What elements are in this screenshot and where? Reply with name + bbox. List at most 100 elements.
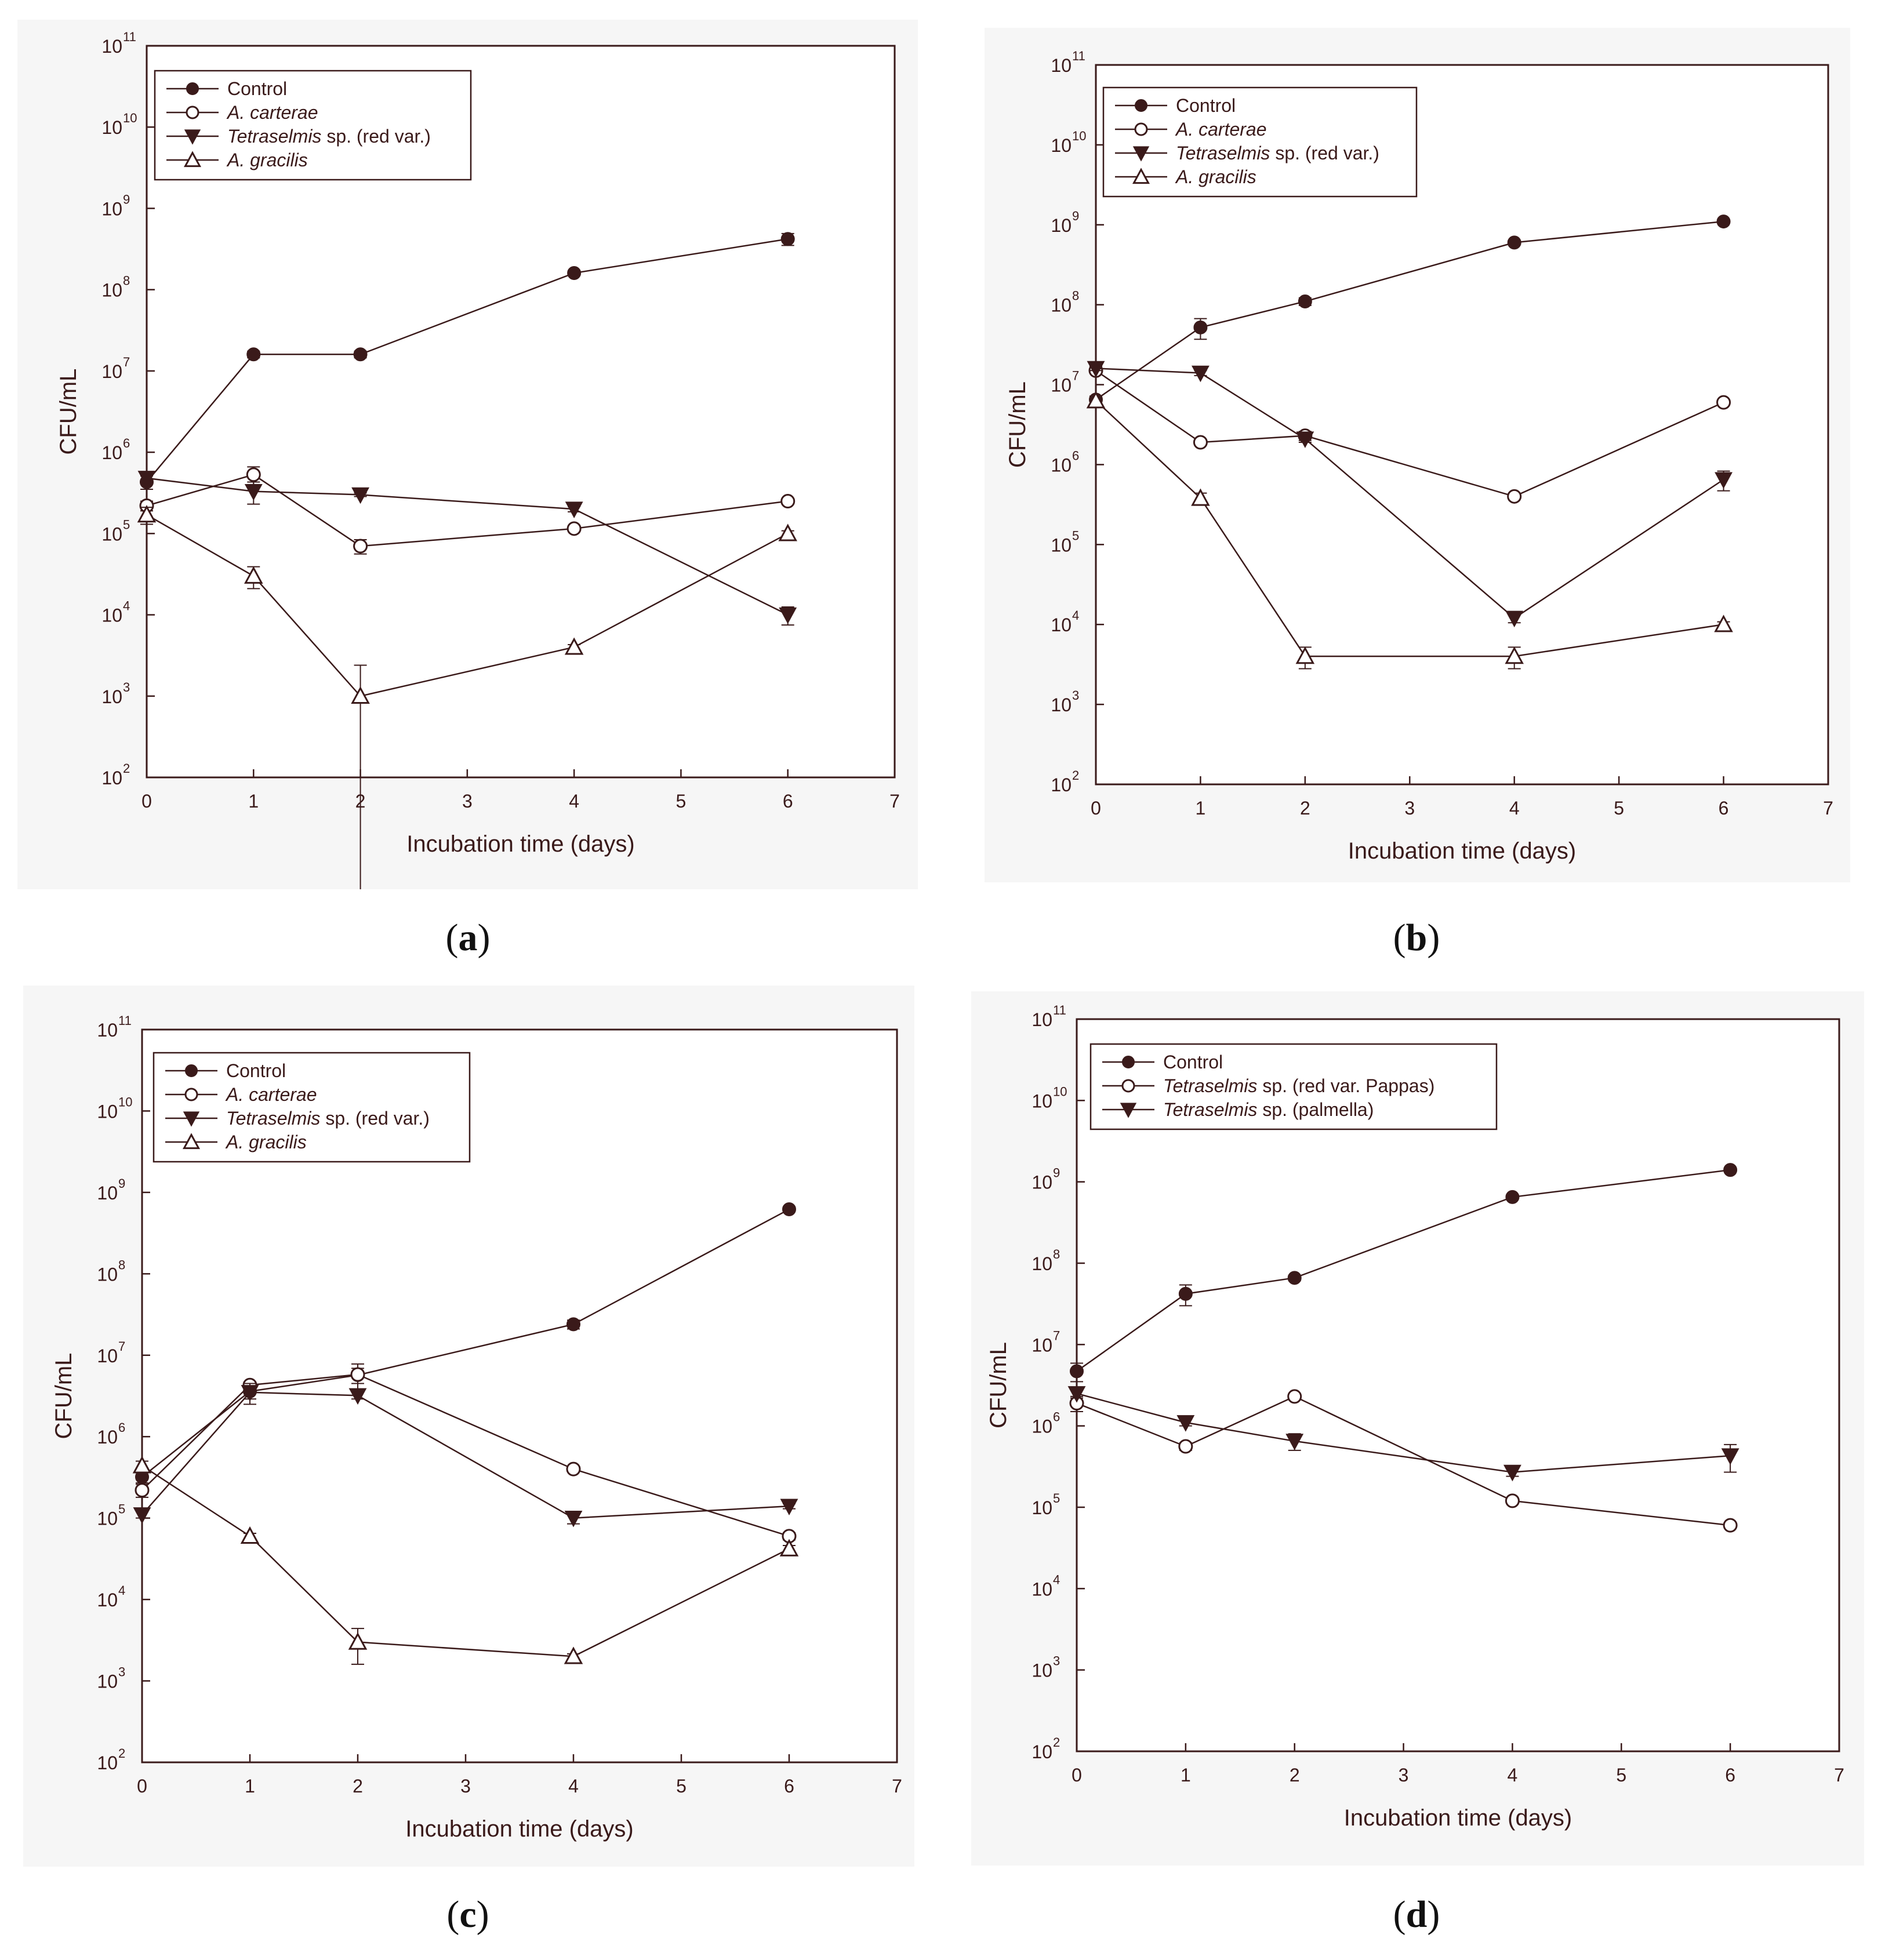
y-tick-exponent: 7 xyxy=(1053,1328,1060,1343)
y-tick-label: 10 xyxy=(1051,614,1072,635)
x-tick-label: 4 xyxy=(1508,1765,1518,1786)
y-tick-exponent: 2 xyxy=(1053,1735,1060,1750)
data-point xyxy=(1714,614,1733,632)
legend-marker xyxy=(1134,122,1148,136)
x-tick-label: 6 xyxy=(783,791,793,812)
series-1 xyxy=(139,466,796,555)
y-tick-label: 10 xyxy=(101,36,122,57)
y-tick-label: 10 xyxy=(101,686,122,707)
y-tick-label: 10 xyxy=(1032,1334,1052,1355)
y-tick-exponent: 6 xyxy=(1072,448,1079,463)
data-point xyxy=(244,566,263,584)
data-point xyxy=(1503,1464,1521,1482)
x-tick-label: 7 xyxy=(1834,1765,1844,1786)
data-point xyxy=(1193,320,1208,334)
x-tick-label: 6 xyxy=(784,1776,794,1797)
data-point xyxy=(353,347,368,362)
data-point xyxy=(137,471,156,488)
legend-label-suffix: sp. (red var.) xyxy=(321,126,431,147)
y-tick-exponent: 4 xyxy=(123,599,130,613)
data-point xyxy=(780,232,795,246)
data-point xyxy=(778,523,797,541)
y-tick-label: 10 xyxy=(1032,1741,1052,1762)
y-tick-label: 10 xyxy=(101,768,122,788)
x-axis-label: Incubation time (days) xyxy=(405,1816,634,1842)
series-0 xyxy=(1070,1163,1738,1383)
legend-label-italic: A. carterae xyxy=(226,102,318,123)
y-tick-exponent: 6 xyxy=(1053,1410,1060,1424)
y-tick-exponent: 4 xyxy=(118,1583,125,1598)
y-tick-label: 10 xyxy=(97,1590,118,1610)
data-point xyxy=(1298,294,1312,308)
data-point xyxy=(1087,361,1105,378)
y-tick-label: 10 xyxy=(97,1101,118,1122)
data-point xyxy=(1715,472,1733,489)
legend-label-italic: A. carterae xyxy=(1175,119,1267,140)
data-point xyxy=(1505,610,1524,628)
data-point xyxy=(1191,488,1210,506)
y-tick-label: 10 xyxy=(1051,774,1072,795)
series-2 xyxy=(133,1383,798,1528)
legend-label: A. carterae xyxy=(226,102,318,123)
y-tick-label: 10 xyxy=(1051,55,1072,76)
x-axis-label: Incubation time (days) xyxy=(1348,838,1577,864)
legend-marker xyxy=(186,106,199,119)
y-tick-label: 10 xyxy=(1032,1253,1052,1274)
y-tick-label: 10 xyxy=(97,1183,118,1203)
caption-d: (d) xyxy=(1393,1893,1440,1936)
legend-label-italic: Tetraselmis xyxy=(227,126,321,147)
data-point xyxy=(244,483,263,501)
legend-box xyxy=(1089,1043,1498,1130)
x-tick-label: 1 xyxy=(248,791,259,812)
x-tick-label: 7 xyxy=(889,791,900,812)
x-tick-label: 1 xyxy=(1181,1765,1191,1786)
y-tick-exponent: 10 xyxy=(123,111,137,125)
legend-marker xyxy=(1132,146,1150,162)
data-point xyxy=(1070,1364,1084,1379)
legend-marker xyxy=(182,1133,201,1150)
y-tick-label: 10 xyxy=(1051,135,1072,156)
data-point xyxy=(1507,235,1521,250)
data-point xyxy=(135,1483,150,1498)
legend-label-italic: A. gracilis xyxy=(225,1132,307,1152)
y-tick-label: 10 xyxy=(1032,1009,1052,1030)
y-tick-label: 10 xyxy=(1051,694,1072,715)
data-point xyxy=(1067,1386,1086,1403)
legend-box xyxy=(1102,86,1418,198)
data-point xyxy=(1716,395,1731,410)
legend-label: Tetraselmis sp. (palmella) xyxy=(1163,1099,1374,1120)
y-tick-label: 10 xyxy=(101,198,122,219)
y-tick-exponent: 4 xyxy=(1072,608,1079,623)
data-point xyxy=(564,637,584,655)
y-tick-exponent: 9 xyxy=(118,1176,125,1191)
legend-label-suffix: sp. (palmella) xyxy=(1257,1099,1374,1120)
y-tick-label: 10 xyxy=(97,1427,118,1448)
y-tick-label: 10 xyxy=(101,442,122,463)
x-tick-label: 3 xyxy=(1404,798,1415,819)
y-tick-label: 10 xyxy=(1032,1497,1052,1518)
y-tick-exponent: 6 xyxy=(123,436,130,450)
y-tick-exponent: 11 xyxy=(123,30,136,44)
x-tick-label: 5 xyxy=(676,791,687,812)
series-2 xyxy=(1067,1386,1739,1482)
caption-b: (b) xyxy=(1393,917,1440,959)
y-tick-exponent: 10 xyxy=(118,1094,132,1109)
data-point xyxy=(241,1385,259,1402)
y-tick-exponent: 2 xyxy=(1072,768,1079,783)
legend-label-italic: A. gracilis xyxy=(1175,166,1256,187)
series-2 xyxy=(137,471,797,626)
data-point xyxy=(780,494,796,509)
data-point xyxy=(566,1317,580,1332)
x-tick-label: 7 xyxy=(892,1776,902,1797)
y-tick-label: 10 xyxy=(101,523,122,544)
legend-label: Tetraselmis sp. (red var. Pappas) xyxy=(1163,1075,1434,1096)
x-tick-label: 3 xyxy=(1399,1765,1409,1786)
data-point xyxy=(132,1456,152,1474)
data-point xyxy=(1176,1415,1195,1432)
legend-label-italic: Tetraselmis xyxy=(1163,1099,1257,1120)
y-tick-exponent: 7 xyxy=(123,355,130,369)
y-tick-exponent: 11 xyxy=(1053,1003,1066,1017)
legend-label: A. gracilis xyxy=(225,1132,307,1152)
data-point xyxy=(1721,1448,1739,1465)
